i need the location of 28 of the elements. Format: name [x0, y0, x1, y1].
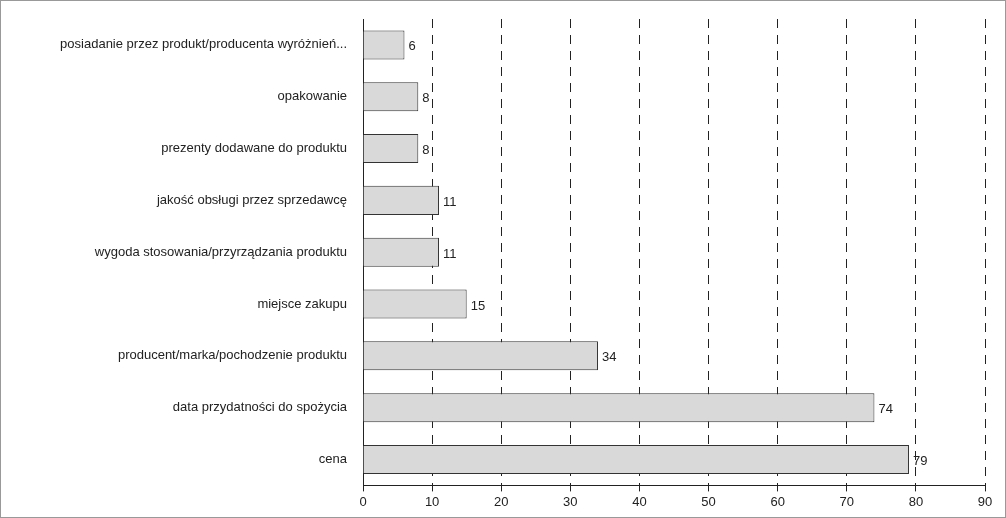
data-label: 74: [878, 401, 893, 417]
y-tick-label: miejsce zakupu: [257, 295, 347, 311]
data-label: 15: [470, 297, 486, 313]
y-tick-label: opakowanie: [277, 88, 347, 104]
y-tick-label: data przydatności do spożycia: [172, 399, 348, 415]
y-tick-label: posiadanie przez produkt/producenta wyróżnień...: [60, 36, 347, 52]
data-label: 11: [443, 245, 457, 261]
data-label: 34: [601, 349, 617, 365]
x-tick-label: 80: [908, 493, 924, 509]
y-tick-label: wygoda stosowania/przyrządzania produktu: [93, 243, 347, 259]
data-label: 6: [408, 38, 416, 54]
x-tick-label: 40: [632, 493, 647, 509]
x-tick-label: 50: [701, 493, 716, 509]
y-tick-label: jakość obsługi przez sprzedawcę: [155, 191, 347, 207]
y-tick-label: cena: [318, 451, 348, 467]
x-tick-label: 90: [977, 493, 993, 509]
x-tick-label: 60: [770, 493, 785, 509]
x-tick-label: 0: [359, 493, 367, 509]
x-tick-label: 10: [424, 493, 440, 509]
data-label: 11: [443, 193, 457, 209]
data-label: 8: [422, 142, 430, 158]
y-tick-label: prezenty dodawane do produktu: [161, 140, 347, 156]
x-tick-label: 70: [839, 493, 855, 509]
data-label: 79: [912, 453, 928, 469]
data-label: 8: [422, 90, 430, 106]
x-tick-label: 20: [493, 493, 509, 509]
x-tick-label: 30: [563, 493, 578, 509]
y-tick-label: producent/marka/pochodzenie produktu: [117, 347, 347, 363]
